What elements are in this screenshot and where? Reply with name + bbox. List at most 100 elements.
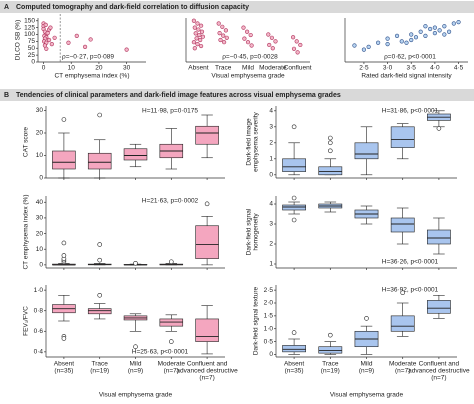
point <box>404 40 409 45</box>
y-tick-label: 3 <box>269 221 273 228</box>
outlier <box>327 135 333 141</box>
section-title: Tendencies of clinical parameters and da… <box>16 92 341 99</box>
box <box>390 126 415 148</box>
point <box>266 32 271 37</box>
box <box>427 229 451 245</box>
point <box>242 36 247 41</box>
box <box>87 152 112 170</box>
point <box>366 44 371 49</box>
n-label: (n=7) <box>431 375 446 382</box>
box <box>195 125 219 145</box>
point <box>222 40 227 45</box>
y-tick-label: 2 <box>269 241 273 248</box>
point <box>45 31 50 36</box>
y-tick-label: 1 <box>269 261 273 268</box>
box <box>123 148 148 161</box>
point <box>221 33 226 38</box>
y-axis-label: CAT score <box>23 127 30 157</box>
annotation: ρ=−0·27, p=0·089 <box>62 54 114 61</box>
point <box>245 29 250 34</box>
point <box>196 27 201 32</box>
y-tick-label: 0 <box>269 172 273 179</box>
x-tick-label: advanced destructive <box>408 368 470 375</box>
y-axis-label: homogeneity <box>253 213 260 251</box>
annotation: H=36·26, p<0·0001 <box>382 259 439 266</box>
point <box>46 37 52 43</box>
y-tick-label: 0·8 <box>34 307 44 314</box>
x-tick-label: Confluent <box>284 65 312 72</box>
y-tick-label: 10 <box>36 246 44 253</box>
x-tick-label: Mild <box>130 361 142 368</box>
point <box>220 24 225 29</box>
annotation: H=21·63, p=0·0002 <box>142 198 199 205</box>
y-tick-label: 3 <box>269 124 273 131</box>
n-label: (n=7) <box>164 368 179 375</box>
y-tick-label: 1·5 <box>264 313 274 320</box>
point <box>437 28 442 33</box>
box <box>195 225 219 259</box>
x-axis-label: CT emphysema index (%) <box>54 73 129 80</box>
y-tick-label: 4 <box>269 108 273 115</box>
point <box>199 23 204 28</box>
y-axis-label: FEV₁/FVC <box>23 306 30 336</box>
point <box>413 35 419 40</box>
x-tick-label: Trace <box>92 361 109 368</box>
x-tick-label: Trace <box>322 361 339 368</box>
n-label: (n=7) <box>395 368 410 375</box>
outlier <box>61 240 67 246</box>
y-axis-label: Dark-field signal <box>246 208 253 255</box>
point <box>192 46 197 51</box>
annotation: H=25·63, p<0·0001 <box>132 349 189 356</box>
point <box>194 36 199 41</box>
n-label: (n=9) <box>359 368 374 375</box>
y-tick-label: 1·0 <box>34 287 44 294</box>
point <box>88 37 93 42</box>
point <box>248 32 253 38</box>
y-tick-label: 125 <box>24 24 35 31</box>
point <box>267 42 272 48</box>
point <box>191 40 196 45</box>
point <box>43 22 48 27</box>
outlier <box>97 257 102 263</box>
y-axis-label: CT emphysema index (%) <box>23 194 30 269</box>
point <box>409 37 414 43</box>
y-tick-label: 0·4 <box>34 349 44 356</box>
outlier <box>169 339 174 344</box>
point <box>385 36 390 41</box>
annotation: H=11·98, p=0·0175 <box>142 108 198 115</box>
x-tick-label: Mild <box>242 65 254 72</box>
point <box>385 42 390 47</box>
y-tick-label: 20 <box>36 130 44 137</box>
section-band <box>0 1 474 13</box>
y-tick-label: 1 <box>269 156 273 163</box>
point <box>428 26 433 32</box>
y-axis-label: DLCO SB (%) <box>15 20 22 60</box>
point <box>291 35 296 40</box>
n-label: (n=19) <box>90 368 109 375</box>
n-label: (n=7) <box>199 375 214 382</box>
box <box>159 318 184 327</box>
outlier <box>291 217 297 223</box>
y-tick-label: 4 <box>269 201 273 208</box>
point <box>361 47 367 52</box>
outlier <box>97 242 102 247</box>
y-tick-label: 10 <box>36 152 44 159</box>
x-tick-label: 3·0 <box>383 65 393 72</box>
point <box>48 25 53 30</box>
box <box>390 217 415 233</box>
y-tick-label: 1·0 <box>264 325 274 332</box>
point <box>352 43 357 48</box>
box <box>282 158 306 172</box>
point <box>49 42 54 47</box>
outlier <box>327 140 333 146</box>
x-tick-label: Moderate <box>158 361 186 368</box>
x-tick-label: 0 <box>42 65 46 72</box>
box <box>354 142 379 160</box>
point <box>52 35 57 40</box>
y-tick-label: 2 <box>269 140 273 147</box>
outlier <box>364 316 369 321</box>
point <box>193 31 198 36</box>
y-axis-label: Dark-field signal texture <box>253 286 260 355</box>
x-tick-label: Mild <box>361 361 373 368</box>
